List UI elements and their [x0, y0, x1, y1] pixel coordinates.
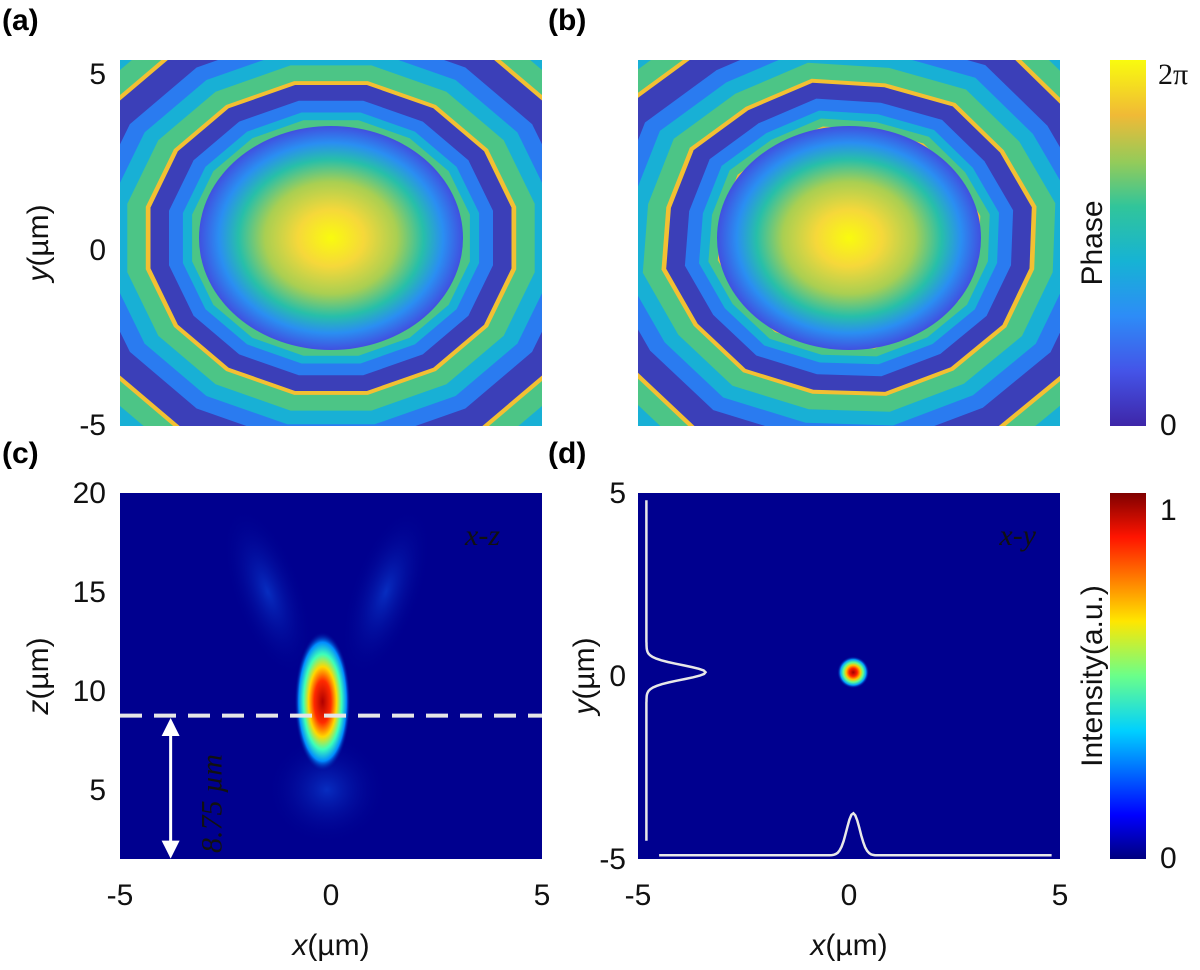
focal-spot — [294, 631, 351, 772]
y-tick-label: 10 — [73, 675, 106, 708]
x-tick-label: -5 — [107, 879, 134, 912]
focal-spot — [837, 656, 870, 689]
intensity-colorbar-max: 1 — [1160, 494, 1177, 527]
phase-colorbar-label: Phase — [1076, 200, 1109, 285]
panel-label-d: (d) — [548, 437, 586, 470]
panel-label-b: (b) — [548, 4, 586, 37]
phase-colorbar-max: 2π — [1158, 58, 1188, 91]
x-tick-label: 5 — [534, 879, 551, 912]
phase-colorbar-min: 0 — [1160, 409, 1177, 442]
y-tick-label: 0 — [89, 234, 106, 267]
x-profile-curve — [659, 811, 1052, 857]
y-tick-label: -5 — [79, 409, 106, 442]
focal-depth-label: 8.75 µm — [195, 754, 228, 853]
phase-center — [717, 126, 981, 350]
phase-map-b — [638, 60, 1060, 426]
y-ticks-a: 5 0 -5 — [79, 58, 106, 442]
lower-lobe — [266, 734, 387, 845]
side-lobe — [340, 506, 431, 678]
y-tick-label: 0 — [609, 660, 626, 693]
x-tick-label: -5 — [625, 879, 652, 912]
intensity-colorbar-min: 0 — [1160, 842, 1177, 875]
ticks-d: 5 0 -5-5 0 5 — [599, 477, 1068, 912]
phase-center — [199, 126, 463, 350]
x-axis-label-c: x(µm) — [290, 929, 369, 962]
y-tick-label: 20 — [73, 477, 106, 510]
ticks-c: 20 15 10 5 -5 0 5 — [73, 477, 551, 912]
y-profile-curve — [645, 500, 708, 841]
intensity-map-xy — [638, 493, 1060, 859]
y-axis-label-c: z(µm) — [22, 637, 55, 715]
x-tick-label: 0 — [841, 879, 858, 912]
panel-label-c: (c) — [2, 437, 39, 470]
y-axis-label-d: y(µm) — [568, 637, 601, 716]
y-tick-label: 5 — [609, 477, 626, 510]
y-tick-label: 15 — [73, 576, 106, 609]
x-tick-label: 0 — [323, 879, 340, 912]
intensity-colorbar — [1110, 493, 1146, 859]
inset-label-xy: x-y — [998, 519, 1036, 552]
phase-map-a — [120, 60, 542, 426]
x-axis-label-d: x(µm) — [808, 929, 887, 962]
side-lobe — [222, 506, 313, 678]
y-tick-label: -5 — [599, 843, 626, 876]
x-tick-label: 5 — [1052, 879, 1069, 912]
phase-colorbar — [1110, 60, 1146, 426]
y-tick-label: 5 — [89, 58, 106, 91]
inset-label-xz: x-z — [464, 519, 500, 552]
y-axis-label-a: y(µm) — [22, 204, 55, 283]
panel-label-a: (a) — [2, 4, 39, 37]
intensity-map-xz: 8.75 µm — [120, 493, 542, 859]
intensity-colorbar-label: Intensity(a.u.) — [1076, 585, 1109, 767]
y-tick-label: 5 — [89, 774, 106, 807]
